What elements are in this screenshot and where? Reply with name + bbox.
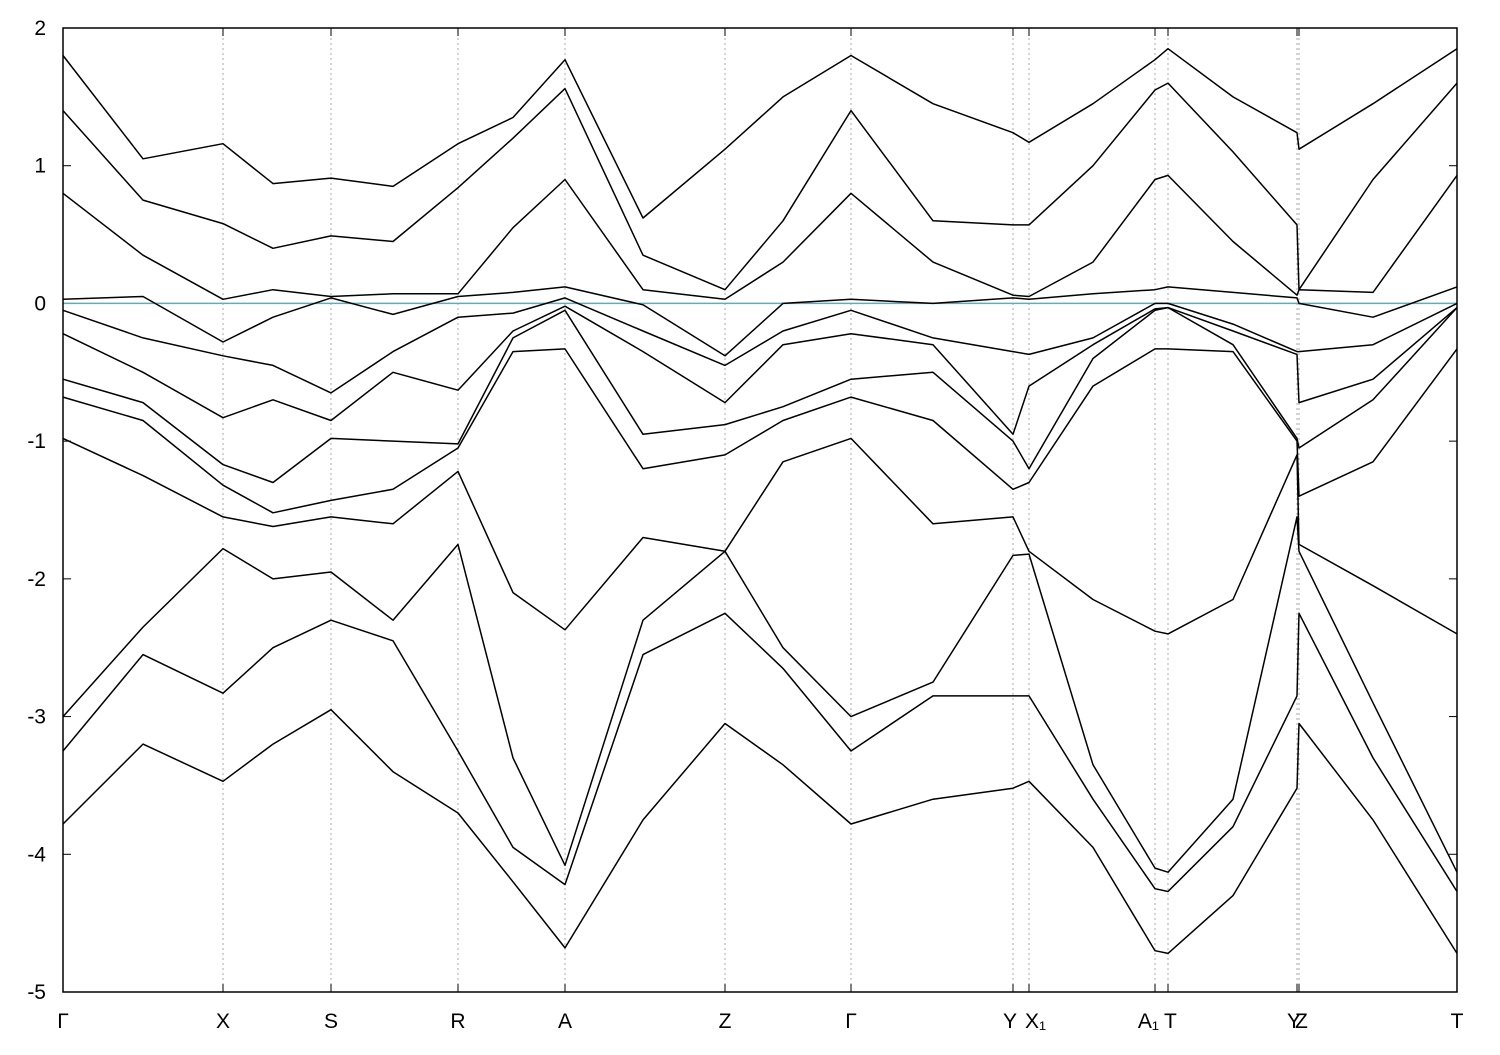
plot-frame <box>62 27 1458 993</box>
y-tick-label: -1 <box>27 430 46 453</box>
x-tick-label: A₁ <box>1138 1010 1159 1033</box>
band-line <box>62 286 1458 357</box>
y-tick-label: -3 <box>27 706 46 729</box>
band-line <box>62 306 1458 484</box>
y-tick-label: 0 <box>34 292 46 315</box>
x-tick-label: Y <box>1287 1010 1301 1033</box>
x-tick-label: T <box>1451 1010 1464 1033</box>
x-tick-label: R <box>450 1010 465 1033</box>
x-tick-label: Z <box>719 1010 732 1033</box>
y-tick-label: -4 <box>27 843 46 866</box>
x-tick-label: Γ <box>845 1010 857 1033</box>
x-tick-label: X <box>216 1010 230 1033</box>
x-tick-label: S <box>324 1010 338 1033</box>
y-tick-label: 1 <box>34 155 46 178</box>
x-tick-label: Y <box>1003 1010 1017 1033</box>
band-line <box>62 348 1458 514</box>
band-line <box>62 82 1458 291</box>
band-line <box>62 305 1458 436</box>
band-line <box>62 708 1458 955</box>
x-tick-label: Γ <box>57 1010 69 1033</box>
y-tick-label: -2 <box>27 568 46 591</box>
x-tick-label: T <box>1164 1010 1177 1033</box>
band-line <box>62 47 1458 219</box>
y-tick-label: 2 <box>34 17 46 40</box>
x-tick-label: Z <box>1295 1010 1308 1033</box>
x-tick-label: X₁ <box>1025 1010 1046 1033</box>
band-line <box>62 612 1458 893</box>
band-line <box>62 174 1458 301</box>
band-line <box>62 437 1458 635</box>
x-tick-label: A <box>558 1010 572 1033</box>
y-tick-label: -5 <box>27 981 46 1004</box>
band-line <box>62 297 1458 394</box>
band-line <box>62 516 1458 873</box>
